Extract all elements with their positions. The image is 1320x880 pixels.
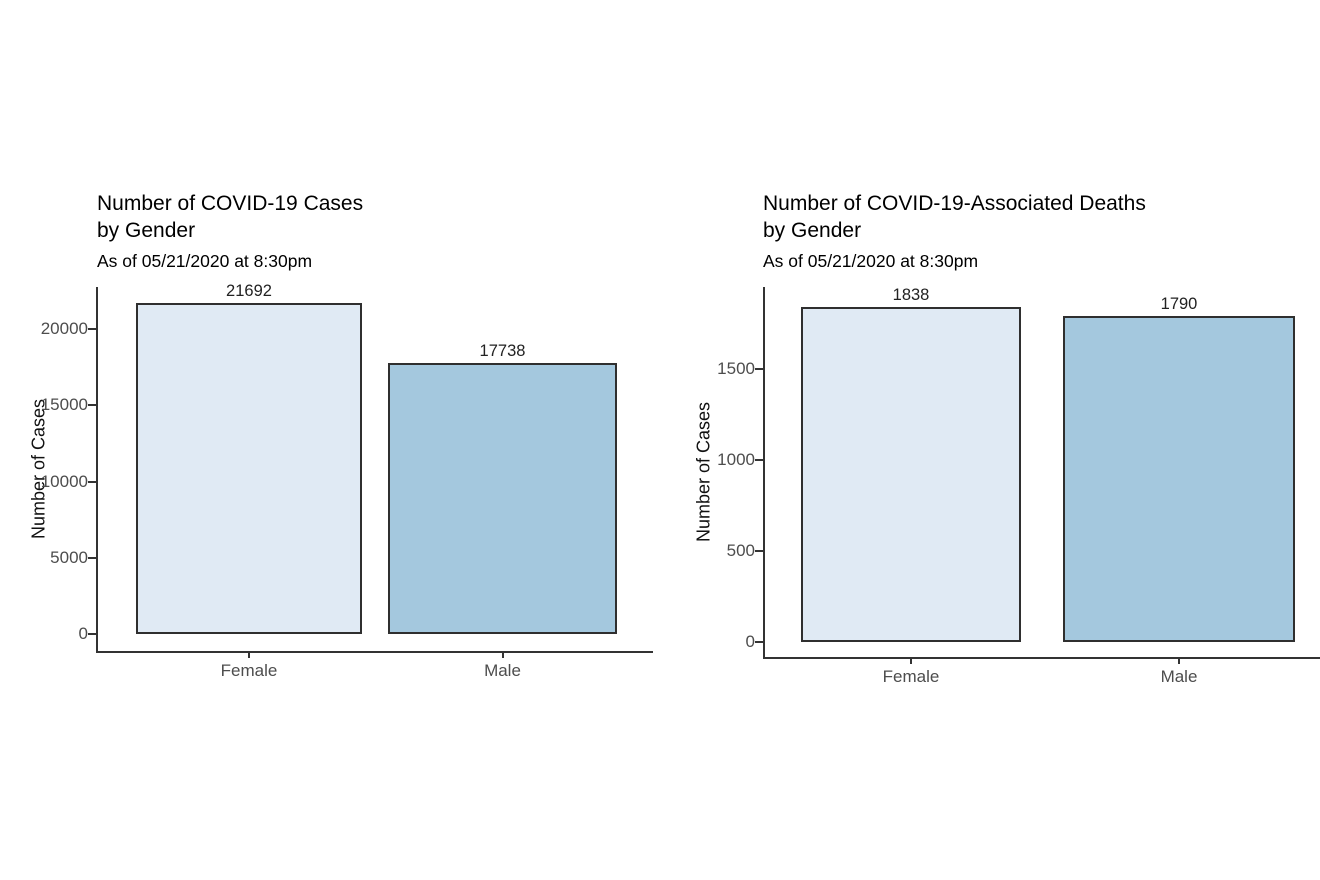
bar-female <box>136 303 362 634</box>
y-tick-label: 15000 <box>40 395 88 415</box>
bar-value-label: 21692 <box>226 282 272 301</box>
y-tick-mark <box>88 480 96 483</box>
x-axis-line <box>96 651 653 653</box>
y-tick-mark <box>88 633 96 635</box>
y-tick-mark <box>755 550 763 552</box>
y-tick-label: 0 <box>78 624 88 643</box>
x-tick-label: Male <box>1160 667 1198 686</box>
bar-value-label: 1790 <box>1160 295 1198 314</box>
x-tick-mark <box>1178 659 1180 664</box>
y-tick-mark <box>88 556 96 559</box>
y-tick-label: 500 <box>726 541 755 560</box>
y-tick-mark <box>755 459 763 461</box>
y-tick-label: 1000 <box>717 450 755 469</box>
y-tick-label: 10000 <box>40 471 88 491</box>
y-tick-mark <box>755 641 763 643</box>
y-tick-label: 1500 <box>717 359 755 378</box>
x-tick-label: Male <box>484 661 521 680</box>
y-axis-line <box>96 287 98 653</box>
x-tick-mark <box>501 653 504 658</box>
chart-subtitle: As of 05/21/2020 at 8:30pm <box>97 251 313 271</box>
x-tick-mark <box>910 659 912 664</box>
chart-title: Number of COVID-19 Cases by Gender <box>97 192 364 242</box>
y-tick-mark <box>755 368 763 370</box>
chart-subtitle: As of 05/21/2020 at 8:30pm <box>763 251 979 271</box>
y-tick-label: 20000 <box>40 319 88 338</box>
bar-male <box>388 363 617 634</box>
bar-value-label: 17738 <box>479 342 526 361</box>
chart-title: Number of COVID-19-Associated Deaths by … <box>763 192 1146 242</box>
y-axis-line <box>763 287 765 659</box>
x-axis-line <box>763 657 1320 659</box>
y-tick-mark <box>88 404 96 407</box>
bar-value-label: 1838 <box>892 286 930 305</box>
x-tick-label: Female <box>220 661 278 680</box>
x-tick-label: Female <box>882 667 940 686</box>
x-tick-mark <box>248 653 250 658</box>
bar-male <box>1063 316 1295 642</box>
bar-female <box>801 307 1021 642</box>
y-tick-mark <box>88 328 96 330</box>
y-tick-label: 5000 <box>50 547 88 567</box>
y-tick-label: 0 <box>745 632 755 651</box>
